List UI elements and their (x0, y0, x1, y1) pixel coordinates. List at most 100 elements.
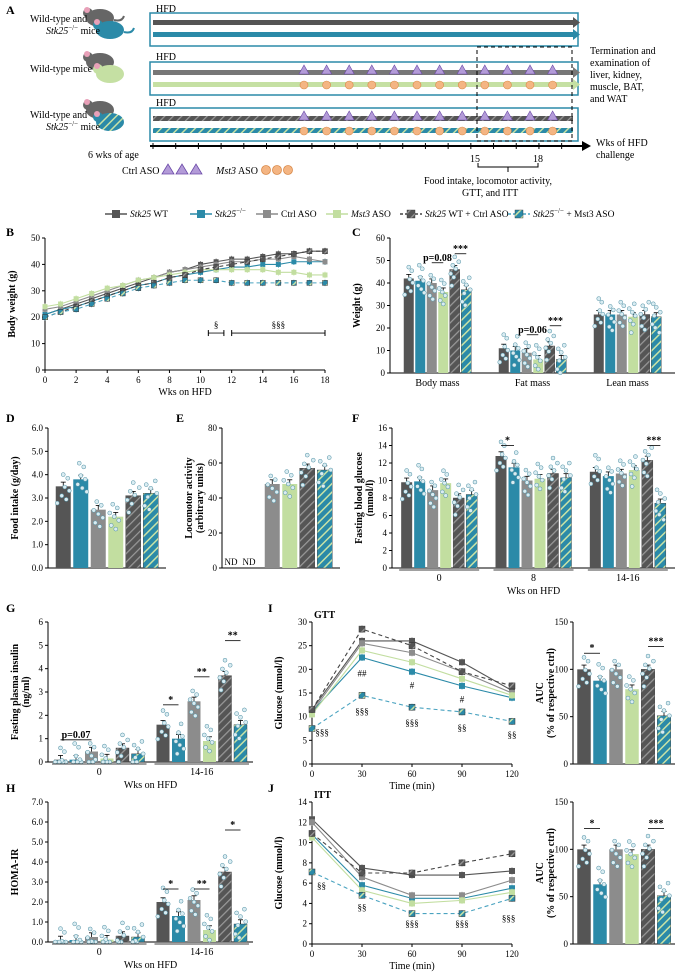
y-tick-label: 6 (39, 617, 44, 627)
data-point (203, 745, 208, 750)
data-point (515, 333, 520, 339)
data-point (311, 457, 316, 463)
data-point (221, 679, 226, 684)
data-point (194, 692, 199, 697)
data-point (118, 753, 124, 759)
data-point (510, 480, 516, 485)
data-point (403, 489, 408, 494)
data-point (322, 248, 328, 254)
ctrl-aso-marker (479, 64, 491, 75)
data-point (567, 460, 572, 466)
bar (264, 484, 280, 568)
x-category-label: 14-16 (190, 767, 213, 778)
data-point (242, 906, 247, 912)
data-point (559, 350, 564, 355)
data-point (613, 851, 619, 857)
panel-label-j: J (268, 781, 274, 795)
data-point (595, 316, 600, 322)
data-point (632, 690, 637, 696)
data-point (459, 872, 465, 879)
bar (533, 359, 544, 373)
data-point (643, 662, 648, 668)
data-point (71, 759, 76, 765)
data-point (631, 678, 636, 683)
data-point (627, 839, 632, 844)
data-point (195, 704, 201, 710)
y-tick-label: 12 (378, 458, 387, 468)
data-point (619, 470, 624, 476)
data-point (174, 928, 180, 934)
data-point (229, 267, 235, 273)
data-point (536, 366, 541, 372)
data-point (526, 471, 532, 477)
data-point (661, 888, 667, 893)
data-point (654, 487, 660, 493)
data-point (460, 487, 466, 493)
termination-text: Termination and examination of liver, ki… (590, 46, 658, 105)
data-point (600, 311, 605, 317)
data-point (103, 756, 108, 761)
data-point (233, 931, 238, 937)
data-point (628, 851, 633, 857)
data-point (508, 682, 516, 690)
data-point (409, 892, 415, 899)
data-point (233, 732, 238, 737)
data-point (568, 473, 573, 478)
panel-label-i: I (268, 601, 273, 615)
row2-box (149, 61, 579, 96)
data-point (646, 299, 651, 305)
data-point (597, 308, 602, 313)
data-point (322, 280, 328, 286)
bar (639, 314, 650, 374)
data-point (154, 491, 159, 496)
data-point (120, 283, 126, 289)
data-point (303, 474, 308, 479)
y-tick-label: 50 (559, 892, 569, 902)
data-point (609, 316, 614, 321)
data-point (500, 352, 505, 358)
y-tick-label: 60 (208, 458, 218, 468)
data-point (131, 480, 136, 485)
significance-label: §§ (358, 903, 367, 913)
data-point (59, 493, 64, 498)
series-line (311, 818, 513, 876)
data-point (442, 480, 447, 486)
data-point (617, 855, 623, 860)
data-point (218, 687, 224, 693)
mst3-aso-marker (457, 80, 467, 90)
y-tick-label: 0 (564, 759, 569, 769)
data-point (159, 729, 164, 734)
x-tick-label: 0 (43, 375, 48, 385)
data-point (611, 307, 616, 313)
data-point (213, 264, 219, 270)
data-point (640, 303, 645, 309)
data-point (606, 465, 611, 470)
data-point (90, 759, 96, 765)
row3-box (149, 107, 579, 142)
data-point (642, 449, 648, 454)
data-point (511, 350, 516, 356)
data-point (316, 480, 321, 485)
data-point (62, 749, 67, 754)
bar (609, 849, 623, 944)
data-point (115, 750, 120, 755)
data-point (641, 470, 647, 475)
x-category-label: 14-16 (616, 573, 639, 584)
data-point (534, 342, 539, 348)
data-point (287, 494, 292, 499)
data-point (176, 730, 181, 735)
data-point (657, 884, 663, 890)
data-point (84, 489, 89, 495)
significance-label: *** (646, 436, 661, 447)
data-point (594, 465, 599, 470)
significance-label: p=0.08 (423, 253, 452, 264)
significance-label: §§§ (355, 706, 369, 716)
y-tick-label: 5 (39, 640, 44, 650)
data-point (308, 868, 316, 876)
y-axis-title-2: (arbitrary units) (195, 463, 206, 533)
data-point (405, 285, 410, 290)
significance-label: §§§ (272, 320, 286, 330)
legend-marker (112, 210, 120, 218)
panel-g-insulin: 0 1 2 3 4 5 6 Fasting plasma insulin (ng/ml) 0 14-… (10, 617, 253, 791)
data-point (499, 452, 505, 457)
